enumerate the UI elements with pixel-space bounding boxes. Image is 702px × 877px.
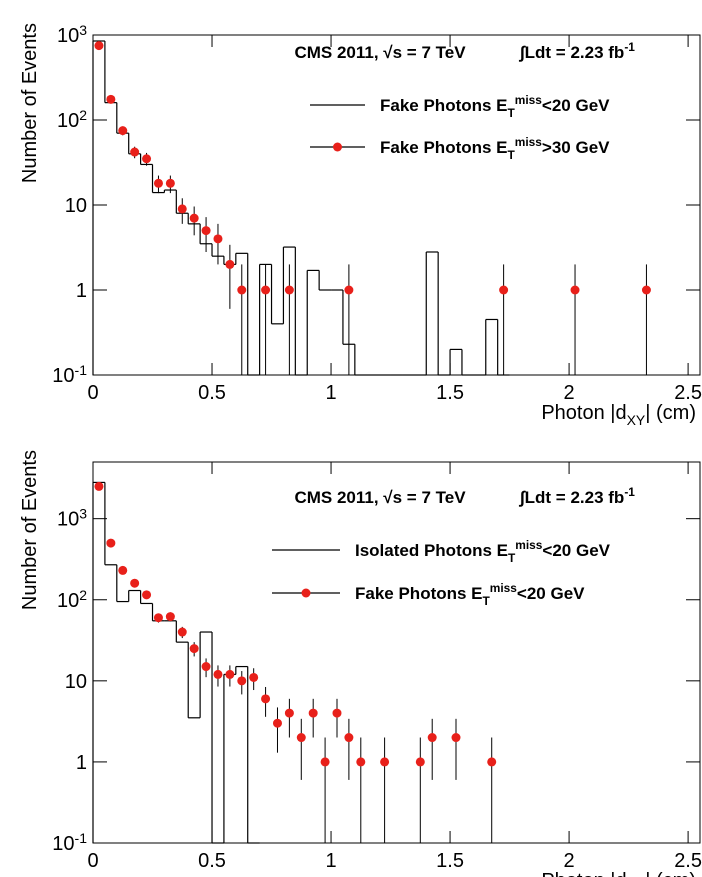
y-tick-label: 10 (65, 671, 87, 693)
x-tick-label: 2 (564, 850, 575, 872)
data-point (332, 708, 342, 718)
data-point (94, 481, 104, 491)
annotation: CMS 2011, √s = 7 TeV (294, 43, 466, 62)
data-point (118, 565, 128, 575)
x-tick-label: 1.5 (436, 382, 464, 404)
data-point (142, 154, 152, 164)
data-point (189, 644, 199, 654)
data-point (213, 234, 223, 244)
data-point (451, 733, 461, 743)
annotation: CMS 2011, √s = 7 TeV (294, 488, 466, 507)
data-point (296, 733, 306, 743)
data-point (189, 213, 199, 223)
data-point (177, 204, 187, 214)
data-point (249, 672, 259, 682)
data-point (415, 757, 425, 767)
y-axis-label: Number of Events (19, 450, 41, 610)
data-point (106, 94, 116, 104)
data-point (344, 285, 354, 295)
y-tick-label: 102 (57, 107, 87, 132)
y-axis-label: Number of Events (19, 23, 41, 183)
y-tick-label: 10-1 (52, 362, 87, 387)
data-point (487, 757, 497, 767)
data-point (261, 694, 271, 704)
x-axis-label: Photon |dXY| (cm) (541, 870, 696, 877)
legend-label: Isolated Photons ETmiss<20 GeV (355, 538, 611, 565)
data-point (356, 757, 366, 767)
data-point (237, 676, 247, 686)
data-point (165, 612, 175, 622)
data-point (118, 126, 128, 136)
x-tick-label: 0.5 (198, 850, 226, 872)
y-tick-label: 102 (57, 587, 87, 612)
data-point (201, 226, 211, 236)
data-point (177, 627, 187, 637)
x-tick-label: 0.5 (198, 382, 226, 404)
data-point (213, 669, 223, 679)
data-point (106, 538, 116, 548)
y-tick-label: 1 (76, 752, 87, 774)
y-tick-label: 10-1 (52, 830, 87, 855)
y-tick-label: 103 (57, 22, 87, 47)
x-tick-label: 0 (87, 382, 98, 404)
data-point (153, 613, 163, 623)
legend-marker (333, 142, 342, 152)
plot-frame (92, 461, 701, 844)
data-point (570, 285, 580, 295)
y-tick-label: 10 (65, 195, 87, 217)
data-point (94, 41, 104, 51)
data-point (261, 285, 271, 295)
data-point (499, 285, 509, 295)
legend-label: Fake Photons ETmiss<20 GeV (380, 93, 610, 120)
y-tick-label: 1 (76, 280, 87, 302)
data-point (130, 147, 140, 157)
data-point (272, 718, 282, 728)
annotation: ∫Ldt = 2.23 fb-1 (518, 485, 635, 507)
annotation: ∫Ldt = 2.23 fb-1 (518, 40, 635, 62)
data-point (284, 708, 294, 718)
x-tick-label: 1 (325, 382, 336, 404)
data-point (308, 708, 318, 718)
legend-marker (301, 588, 311, 598)
data-point (225, 669, 235, 679)
x-tick-label: 1 (325, 850, 336, 872)
data-point (237, 285, 247, 295)
data-point (142, 590, 152, 600)
data-point (201, 662, 211, 672)
data-point (225, 259, 235, 269)
data-point (641, 285, 651, 295)
x-tick-label: 2.5 (674, 382, 702, 404)
legend-label: Fake Photons ETmiss>30 GeV (380, 135, 610, 162)
y-tick-label: 103 (57, 506, 87, 531)
data-point (284, 285, 294, 295)
data-point (427, 733, 437, 743)
x-tick-label: 0 (87, 850, 98, 872)
data-point (165, 178, 175, 188)
x-axis-label: Photon |dXY| (cm) (541, 402, 696, 428)
data-point (130, 578, 140, 588)
x-tick-label: 1.5 (436, 850, 464, 872)
data-point (320, 757, 330, 767)
x-tick-label: 2.5 (674, 850, 702, 872)
data-point (344, 733, 354, 743)
data-point (380, 757, 390, 767)
legend-label: Fake Photons ETmiss<20 GeV (355, 581, 585, 608)
data-point (153, 178, 163, 188)
x-tick-label: 2 (564, 382, 575, 404)
